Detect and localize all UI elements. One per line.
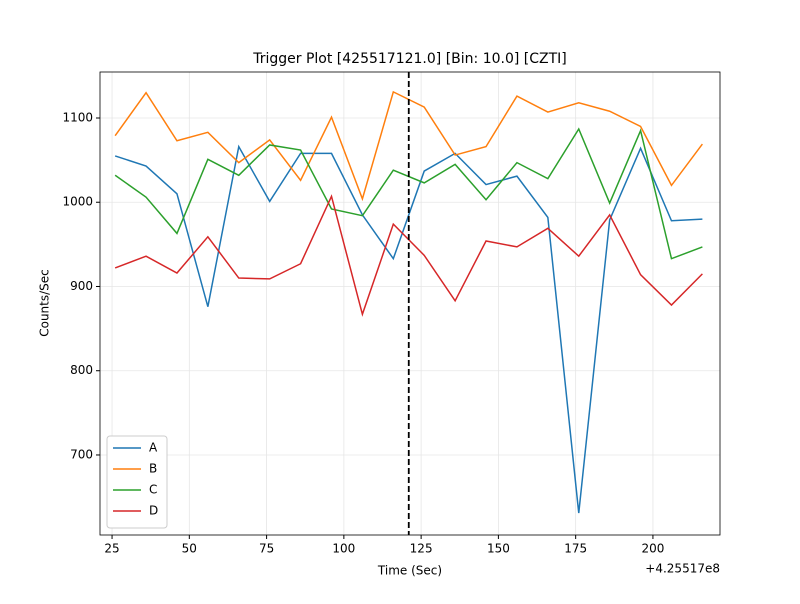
- legend-label: D: [149, 504, 158, 518]
- chart-title: Trigger Plot [425517121.0] [Bin: 10.0] […: [252, 51, 567, 67]
- y-axis-label: Counts/Sec: [38, 269, 52, 337]
- x-tick-label: 200: [641, 542, 664, 556]
- y-tick-label: 1000: [62, 195, 93, 209]
- x-axis-label: Time (Sec): [377, 564, 442, 578]
- legend-label: C: [149, 483, 157, 497]
- x-offset-label: +4.25517e8: [645, 562, 720, 576]
- legend-label: A: [149, 441, 158, 455]
- y-tick-label: 700: [70, 447, 93, 461]
- series-line: [114, 144, 703, 514]
- x-tick-label: 75: [259, 542, 274, 556]
- plot-frame: [99, 71, 721, 536]
- x-tick-label: 125: [410, 542, 433, 556]
- legend-label: B: [149, 462, 157, 476]
- legend-frame: [106, 435, 168, 529]
- x-tick-label: 100: [332, 542, 355, 556]
- x-tick-label: 175: [564, 542, 587, 556]
- x-tick-label: 50: [182, 542, 197, 556]
- x-tick-label: 150: [487, 542, 510, 556]
- y-tick-label: 800: [70, 363, 93, 377]
- x-tick-label: 25: [104, 542, 119, 556]
- y-tick-label: 900: [70, 279, 93, 293]
- y-tick-label: 1100: [62, 110, 93, 124]
